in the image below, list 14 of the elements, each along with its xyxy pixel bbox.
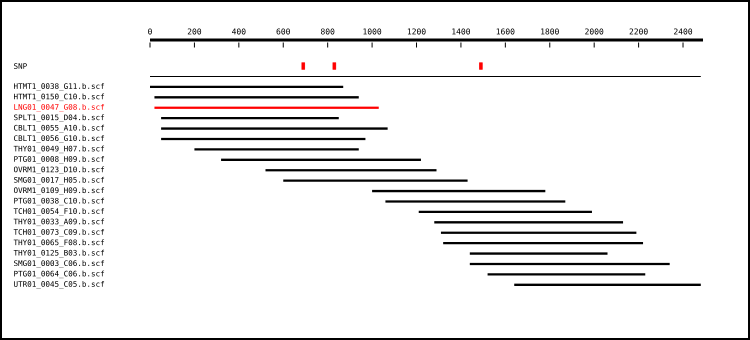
bar	[283, 179, 468, 182]
bar	[161, 116, 339, 120]
bar	[514, 284, 701, 286]
bar	[221, 158, 421, 161]
bar	[194, 148, 359, 151]
bar	[150, 86, 344, 88]
bar	[443, 242, 644, 244]
bar	[418, 210, 592, 214]
bar	[265, 169, 436, 172]
bar	[488, 273, 646, 276]
bar	[440, 232, 636, 234]
bar	[434, 221, 624, 224]
bar	[154, 96, 359, 98]
bar	[154, 106, 379, 109]
